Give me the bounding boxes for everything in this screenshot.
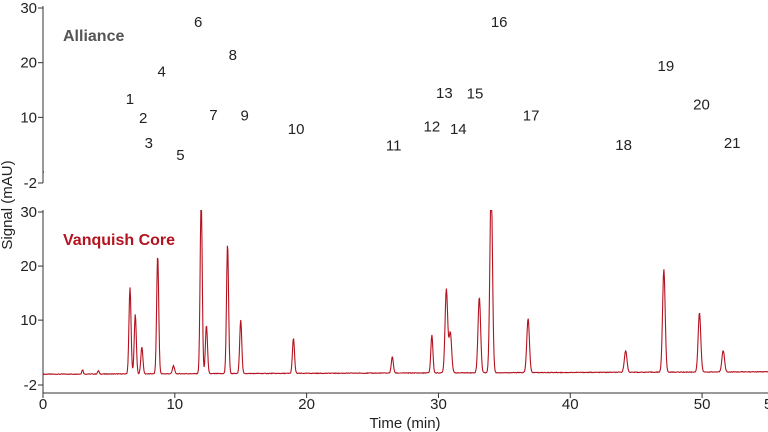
panel-title: Alliance bbox=[63, 28, 124, 45]
y-axis-title: Signal (mAU) bbox=[0, 160, 16, 249]
peak-label: 18 bbox=[615, 137, 632, 154]
peak-label: 10 bbox=[288, 121, 305, 138]
x-tick-label: 5 bbox=[764, 396, 768, 413]
peak-label: 20 bbox=[693, 96, 710, 113]
peak-label: 1 bbox=[126, 91, 134, 108]
x-axis-title: Time (min) bbox=[369, 415, 440, 432]
y-tick-label: 20 bbox=[20, 55, 37, 72]
x-tick-label: 50 bbox=[694, 396, 711, 413]
peak-label: 9 bbox=[241, 107, 249, 124]
series-line-vanquish-core bbox=[42, 204, 768, 376]
x-tick-label: 40 bbox=[562, 396, 579, 413]
peak-label: 7 bbox=[209, 107, 217, 124]
x-tick-label: 30 bbox=[430, 396, 447, 413]
x-tick-label: 0 bbox=[39, 396, 47, 413]
peak-label: 3 bbox=[145, 135, 153, 152]
y-tick-label: 20 bbox=[20, 258, 37, 275]
peak-label: 4 bbox=[157, 64, 165, 81]
peak-label: 14 bbox=[450, 121, 467, 138]
y-tick-label: -2 bbox=[24, 175, 37, 192]
peak-label: 16 bbox=[491, 14, 508, 31]
peak-label: 17 bbox=[523, 107, 540, 124]
y-tick-label: 10 bbox=[20, 312, 37, 329]
peak-label: 21 bbox=[724, 135, 741, 152]
peak-label: 11 bbox=[386, 137, 402, 154]
y-tick-label: 30 bbox=[20, 0, 37, 17]
peak-label: 2 bbox=[139, 110, 147, 127]
peak-label: 15 bbox=[467, 85, 484, 102]
panel-top-mask bbox=[44, 0, 768, 210]
x-tick-label: 10 bbox=[166, 396, 183, 413]
panel-title: Vanquish Core bbox=[63, 232, 175, 249]
peak-label: 12 bbox=[424, 118, 441, 135]
x-tick-label: 20 bbox=[298, 396, 315, 413]
peak-label: 6 bbox=[194, 14, 202, 31]
peak-label: 13 bbox=[436, 85, 453, 102]
traces-layer bbox=[42, 0, 768, 376]
peak-label: 5 bbox=[176, 147, 184, 164]
peak-label: 8 bbox=[229, 47, 237, 64]
labels-layer: Alliance12345678910111213141516171819202… bbox=[0, 14, 741, 432]
y-tick-label: -2 bbox=[24, 377, 37, 394]
peak-label: 19 bbox=[658, 58, 675, 75]
y-tick-label: 10 bbox=[20, 109, 37, 126]
y-tick-label: 30 bbox=[20, 204, 37, 221]
